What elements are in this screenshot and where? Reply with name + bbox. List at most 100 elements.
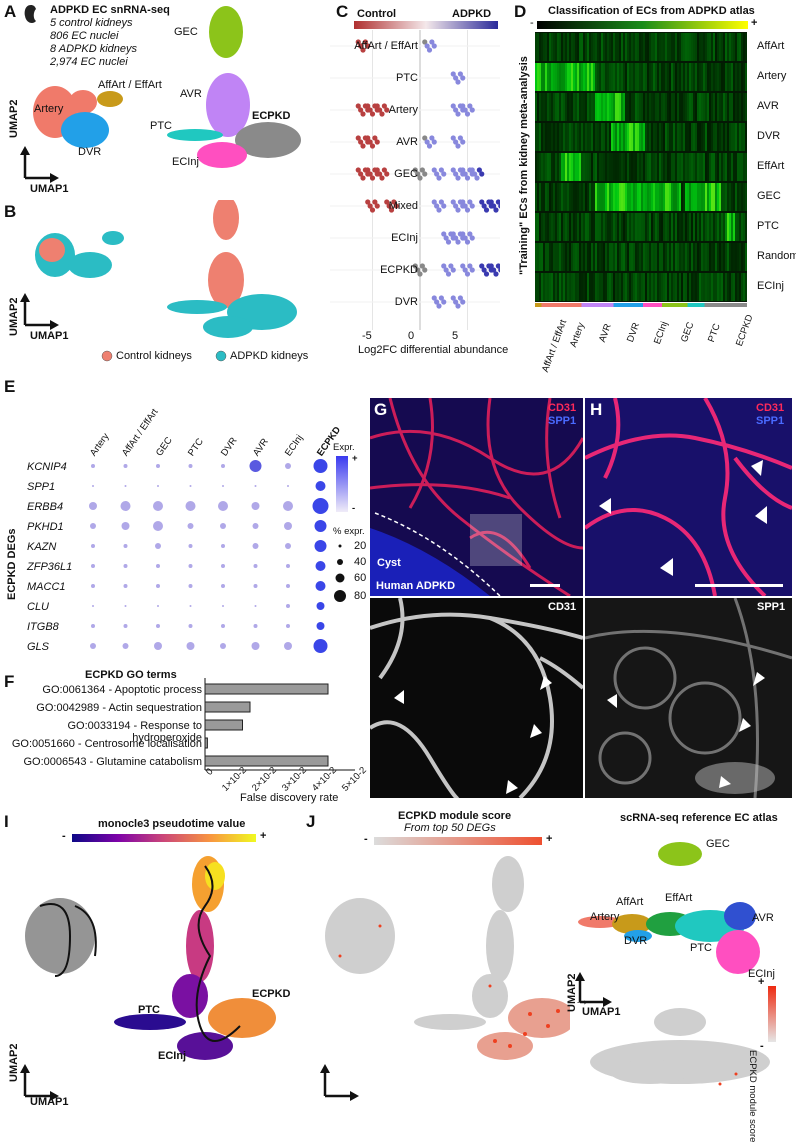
dotplot-dot [91,584,95,588]
beeswarm-point [495,199,500,205]
panel-label-i: I [4,812,9,831]
xlabel-c: Log2FC differential abundance [358,344,509,356]
beeswarm-point [438,167,444,173]
beeswarm-point [450,267,456,273]
microscopy-g-bottom [370,598,583,798]
beeswarm-point [388,207,395,213]
col-d-7: ECPKD [734,313,756,348]
snrna-title: ADPKD EC snRNA-seq [50,4,170,16]
atlas-avr: AVR [752,912,774,924]
pct-label: % expr. [333,526,365,537]
beeswarm-point [360,111,366,117]
dotplot-dot [124,605,127,607]
beeswarm-point [481,203,487,209]
beeswarm-point [367,203,373,209]
beeswarm-point [479,199,485,205]
dotplot-dot [91,624,95,628]
beeswarm-point [441,231,447,237]
xtick-c-0: -5 [362,330,372,342]
panel-label-f: F [4,672,15,691]
beeswarm-point [431,199,437,205]
dotplot-dot [287,485,289,487]
gene-9: GLS [27,641,50,653]
dotplot-dot [91,464,95,468]
pct-legend-dots [334,544,346,602]
beeswarm-point [367,107,373,113]
atlas-ecinj: ECInj [748,968,775,980]
dotplot-dot [91,544,95,548]
gene-5: ZFP36L1 [27,561,73,573]
class-colorbar [537,21,748,29]
row-d-1: Artery [757,70,787,82]
go-bar [204,737,208,749]
go-term-4: GO:0006543 - Glutamine catabolism [23,756,202,768]
beeswarm-point [476,167,482,173]
pct-20: 20 [354,540,367,552]
go-term-0: GO:0061364 - Apoptotic process [42,684,202,696]
beeswarm-point [460,231,466,237]
beeswarm-point [469,267,475,273]
info-line-4: 2,974 EC nuclei [50,56,128,68]
microscopy-h-bottom [585,598,792,798]
beeswarm-point [369,143,376,149]
dotplot-dot [314,540,327,552]
beeswarm-point [434,171,440,177]
d-plus: + [751,17,758,29]
expr-plus: + [352,453,358,464]
beeswarm-point [367,139,373,145]
module-title: ECPKD module score [398,810,512,822]
pseudotime-title: monocle3 pseudotime value [98,818,246,830]
col-d-5: GEC [679,320,697,344]
cyst-label: Cyst [377,557,401,569]
beeswarm-point [450,295,456,301]
beeswarm-point [462,171,468,177]
dotplot-dot [251,642,260,650]
human-adpkd-label: Human ADPKD [376,580,456,592]
dotplot-dot [156,464,160,468]
legend-adpkd: ADPKD kidneys [230,350,309,362]
gene-8: ITGB8 [27,621,59,633]
beeswarm-point [434,203,440,209]
beeswarm-point [467,103,473,109]
beeswarm-point [453,203,459,209]
dotplot-dot [251,502,260,510]
i-ptc: PTC [138,1004,160,1016]
module-colorbar [374,837,542,845]
fc-colorbar [354,21,498,29]
beeswarm-point [460,103,466,109]
gene-4: KAZN [27,541,57,553]
gec-cluster [209,6,243,58]
label-artery: Artery [34,103,64,115]
dotplot-dot [316,622,325,630]
beeswarm-point [412,167,418,173]
beeswarm-point [381,167,387,173]
dotplot-dot [185,501,196,511]
dotplot-dot [186,642,195,650]
dotplot-dot [123,544,128,548]
beeswarm-point [495,263,500,269]
dotplot-dot [92,485,94,487]
beeswarm-point [445,239,452,245]
beeswarm-point [438,199,444,205]
beeswarm-point [426,47,433,53]
beeswarm-point [365,199,371,205]
row-d-4: EffArt [757,160,785,172]
beeswarm-point [412,263,418,269]
dotplot-dot [286,624,290,628]
beeswarm-point [426,143,433,149]
panel-label-e: E [4,377,16,396]
e-ylabel: ECPKD DEGs [6,528,18,600]
beeswarm-point [481,267,487,273]
beeswarm-point [381,103,387,109]
beeswarm-point [355,39,361,45]
beeswarm-point [493,271,499,277]
row-d-7: Random [757,250,796,262]
d-minus: - [530,17,534,29]
beeswarm-point [450,231,456,237]
beeswarm-point [429,135,435,141]
beeswarm-point [422,267,428,273]
dotplot-dot [155,543,161,549]
beeswarm-point [355,103,361,109]
beeswarm-point [384,199,390,205]
beeswarm-point [479,171,485,177]
